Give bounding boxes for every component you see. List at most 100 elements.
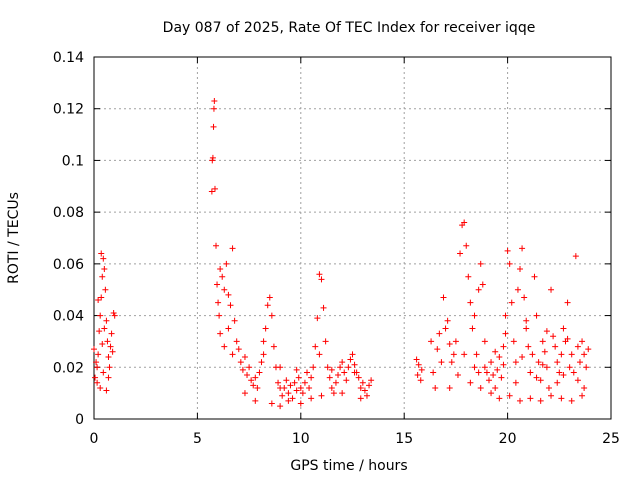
data-point: [295, 374, 302, 381]
data-point: [523, 317, 530, 324]
data-point: [322, 338, 329, 345]
data-point: [297, 400, 304, 407]
data-point: [297, 384, 304, 391]
data-point: [268, 400, 275, 407]
data-point: [316, 271, 323, 278]
data-point: [510, 338, 517, 345]
data-point: [312, 343, 319, 350]
data-point: [289, 395, 296, 402]
data-point: [574, 343, 581, 350]
data-point: [531, 273, 538, 280]
data-point: [519, 245, 526, 252]
data-point: [318, 392, 325, 399]
data-point: [545, 384, 552, 391]
data-point: [316, 351, 323, 358]
data-point: [475, 369, 482, 376]
data-point: [328, 366, 335, 373]
data-point: [335, 372, 342, 379]
data-point: [500, 361, 507, 368]
data-point: [349, 351, 356, 358]
data-point: [527, 369, 534, 376]
data-point: [564, 299, 571, 306]
data-point: [109, 348, 116, 355]
data-point: [283, 377, 290, 384]
x-tick-label: 0: [90, 431, 99, 447]
data-point: [100, 369, 107, 376]
data-point: [285, 397, 292, 404]
data-point: [432, 384, 439, 391]
data-point: [483, 369, 490, 376]
data-point: [229, 351, 236, 358]
data-point: [498, 374, 505, 381]
y-tick-label: 0.04: [53, 309, 84, 325]
data-point: [502, 330, 509, 337]
data-point: [241, 390, 248, 397]
data-point: [514, 286, 521, 293]
data-point: [215, 299, 222, 306]
x-tick-label: 15: [395, 431, 413, 447]
data-point: [414, 372, 421, 379]
y-tick-label: 0: [75, 412, 84, 428]
data-point: [438, 359, 445, 366]
data-point: [525, 343, 532, 350]
data-point: [355, 374, 362, 381]
data-point: [477, 260, 484, 267]
data-point: [92, 374, 99, 381]
data-point: [440, 294, 447, 301]
data-point: [214, 281, 221, 288]
grid-lines: [94, 57, 611, 419]
data-point: [229, 245, 236, 252]
data-point: [237, 359, 244, 366]
data-point: [310, 364, 317, 371]
x-tick-label: 25: [602, 431, 620, 447]
data-point: [100, 255, 107, 262]
data-point: [533, 374, 540, 381]
data-point: [508, 299, 515, 306]
data-point: [264, 302, 271, 309]
data-point: [252, 397, 259, 404]
data-point: [351, 369, 358, 376]
data-point: [463, 242, 470, 249]
data-point: [359, 379, 366, 386]
data-point: [581, 384, 588, 391]
data-point: [481, 364, 488, 371]
data-point: [91, 346, 97, 353]
data-point: [471, 364, 478, 371]
data-point: [428, 338, 435, 345]
data-point: [270, 343, 277, 350]
data-point: [527, 395, 534, 402]
data-point: [469, 325, 476, 332]
data-point: [110, 309, 117, 316]
x-tick-label: 10: [292, 431, 310, 447]
data-point: [568, 351, 575, 358]
data-point: [461, 351, 468, 358]
data-point: [332, 379, 339, 386]
data-point: [574, 377, 581, 384]
data-point: [330, 390, 337, 397]
x-tick-label: 20: [499, 431, 517, 447]
data-point: [103, 317, 110, 324]
data-point: [262, 325, 269, 332]
data-point: [225, 291, 232, 298]
data-point: [363, 392, 370, 399]
data-point: [558, 395, 565, 402]
data-point: [97, 384, 104, 391]
data-point: [558, 351, 565, 358]
data-point: [326, 374, 333, 381]
data-point: [548, 392, 555, 399]
data-point: [581, 351, 588, 358]
data-point: [417, 377, 424, 384]
data-point: [361, 387, 368, 394]
data-point: [465, 273, 472, 280]
data-point: [211, 185, 218, 192]
data-point: [543, 328, 550, 335]
data-point: [446, 341, 453, 348]
data-point: [97, 312, 104, 319]
data-point: [543, 364, 550, 371]
data-point: [519, 353, 526, 360]
data-point: [308, 395, 315, 402]
data-point: [539, 361, 546, 368]
data-point: [216, 312, 223, 319]
y-tick-label: 0.14: [53, 50, 84, 66]
data-point: [485, 377, 492, 384]
